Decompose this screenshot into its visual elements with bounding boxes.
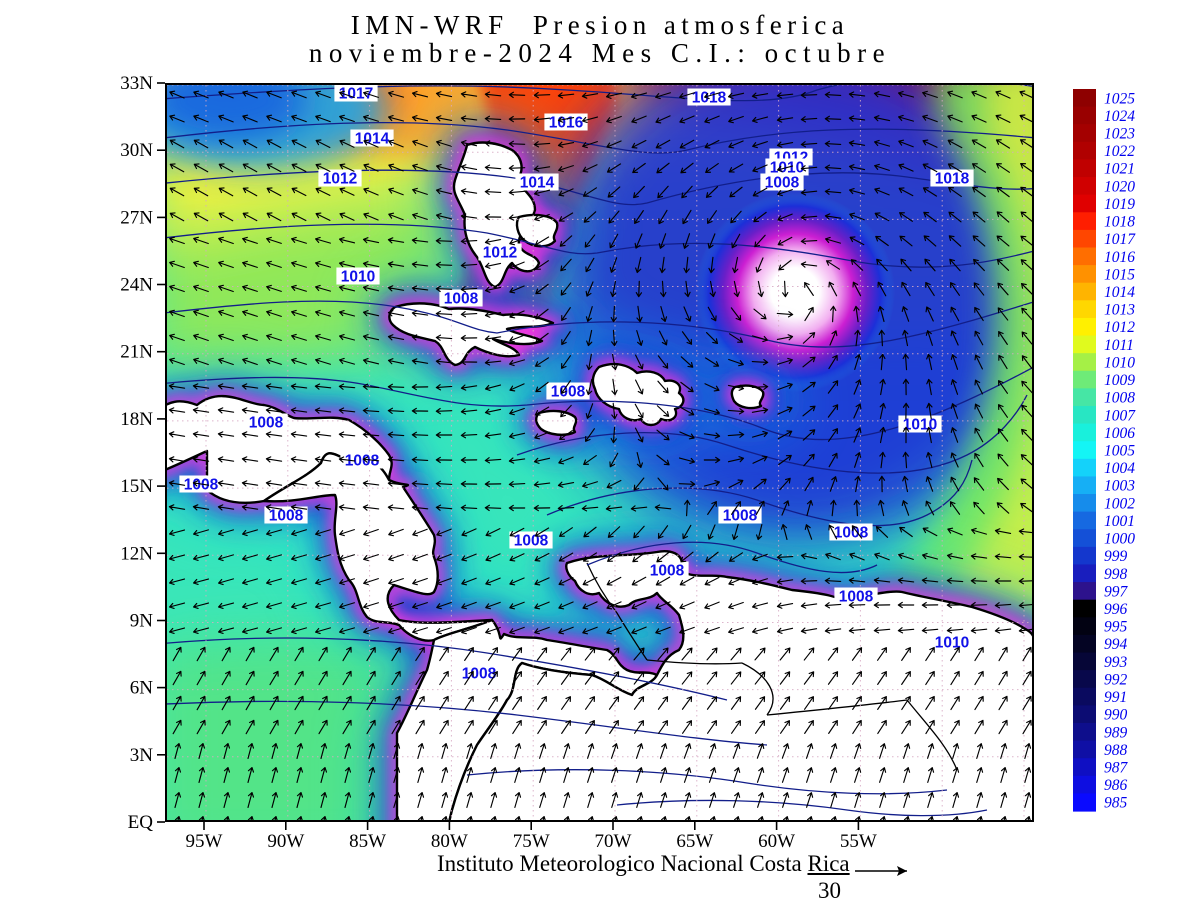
svg-text:1005: 1005	[1104, 443, 1135, 460]
svg-text:992: 992	[1104, 671, 1128, 688]
svg-text:33N: 33N	[120, 73, 153, 94]
svg-text:1008: 1008	[444, 291, 479, 308]
svg-text:1008: 1008	[551, 384, 586, 401]
svg-text:1008: 1008	[650, 563, 685, 580]
svg-text:991: 991	[1104, 689, 1127, 706]
svg-text:997: 997	[1104, 583, 1129, 600]
svg-text:75W: 75W	[513, 831, 550, 852]
svg-text:1010: 1010	[935, 635, 969, 652]
svg-text:18N: 18N	[120, 409, 153, 430]
svg-text:1008: 1008	[345, 453, 380, 470]
svg-text:995: 995	[1104, 619, 1128, 636]
svg-text:95W: 95W	[186, 831, 223, 852]
svg-text:988: 988	[1104, 742, 1128, 759]
svg-text:1007: 1007	[1104, 407, 1136, 424]
svg-text:24N: 24N	[120, 275, 153, 296]
svg-text:15N: 15N	[120, 476, 153, 497]
svg-text:994: 994	[1104, 636, 1128, 653]
svg-text:1011: 1011	[1104, 337, 1134, 354]
svg-text:1023: 1023	[1104, 126, 1135, 143]
svg-text:1012: 1012	[1104, 319, 1135, 336]
svg-text:21N: 21N	[120, 342, 153, 363]
svg-text:1008: 1008	[834, 525, 869, 542]
svg-text:1014: 1014	[520, 175, 555, 192]
svg-text:60W: 60W	[758, 831, 795, 852]
svg-text:9N: 9N	[130, 611, 154, 632]
svg-text:EQ: EQ	[128, 812, 154, 833]
svg-text:1008: 1008	[514, 533, 549, 550]
svg-text:85W: 85W	[349, 831, 386, 852]
svg-text:1016: 1016	[1104, 249, 1135, 266]
svg-text:1001: 1001	[1104, 513, 1135, 530]
svg-text:1008: 1008	[765, 175, 800, 192]
svg-text:989: 989	[1104, 724, 1128, 741]
svg-text:1013: 1013	[1104, 302, 1135, 319]
svg-text:985: 985	[1104, 795, 1128, 812]
svg-text:1012: 1012	[323, 171, 357, 188]
svg-text:1021: 1021	[1104, 161, 1135, 178]
svg-text:1019: 1019	[1104, 196, 1135, 213]
svg-text:990: 990	[1104, 707, 1128, 724]
svg-text:998: 998	[1104, 566, 1128, 583]
svg-text:1020: 1020	[1104, 178, 1135, 195]
svg-text:1010: 1010	[341, 269, 375, 286]
svg-text:1009: 1009	[1104, 372, 1135, 389]
svg-text:1018: 1018	[935, 171, 970, 188]
svg-text:1008: 1008	[723, 508, 758, 525]
svg-text:6N: 6N	[130, 678, 154, 699]
svg-text:1002: 1002	[1104, 495, 1135, 512]
svg-text:1008: 1008	[249, 415, 284, 432]
svg-text:1016: 1016	[549, 115, 584, 132]
svg-text:27N: 27N	[120, 207, 153, 228]
svg-text:30N: 30N	[120, 140, 153, 161]
svg-text:1017: 1017	[1104, 231, 1136, 248]
svg-text:1004: 1004	[1104, 460, 1135, 477]
svg-text:1008: 1008	[1104, 390, 1135, 407]
svg-text:3N: 3N	[130, 745, 154, 766]
svg-text:80W: 80W	[431, 831, 468, 852]
svg-text:996: 996	[1104, 601, 1128, 618]
svg-text:1008: 1008	[269, 508, 304, 525]
svg-text:1006: 1006	[1104, 425, 1135, 442]
svg-text:1000: 1000	[1104, 531, 1135, 548]
svg-text:1010: 1010	[1104, 355, 1135, 372]
svg-text:70W: 70W	[595, 831, 632, 852]
svg-text:1012: 1012	[483, 245, 517, 262]
svg-text:1008: 1008	[839, 589, 874, 606]
svg-text:1003: 1003	[1104, 478, 1135, 495]
svg-text:1025: 1025	[1104, 90, 1135, 107]
svg-text:65W: 65W	[676, 831, 713, 852]
svg-text:55W: 55W	[840, 831, 877, 852]
svg-text:1022: 1022	[1104, 143, 1135, 160]
svg-text:1018: 1018	[1104, 214, 1135, 231]
svg-text:993: 993	[1104, 654, 1128, 671]
svg-text:12N: 12N	[120, 543, 153, 564]
svg-text:986: 986	[1104, 777, 1128, 794]
svg-text:1014: 1014	[1104, 284, 1135, 301]
svg-text:999: 999	[1104, 548, 1128, 565]
svg-text:987: 987	[1104, 760, 1129, 777]
svg-text:1015: 1015	[1104, 266, 1135, 283]
svg-text:90W: 90W	[267, 831, 304, 852]
svg-text:1024: 1024	[1104, 108, 1135, 125]
svg-text:1008: 1008	[184, 477, 219, 494]
